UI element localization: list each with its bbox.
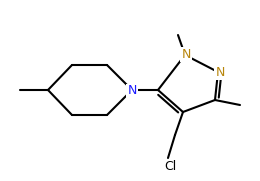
Text: N: N xyxy=(181,47,191,60)
Text: N: N xyxy=(127,85,137,98)
Text: Cl: Cl xyxy=(164,159,176,172)
Text: N: N xyxy=(215,66,225,79)
